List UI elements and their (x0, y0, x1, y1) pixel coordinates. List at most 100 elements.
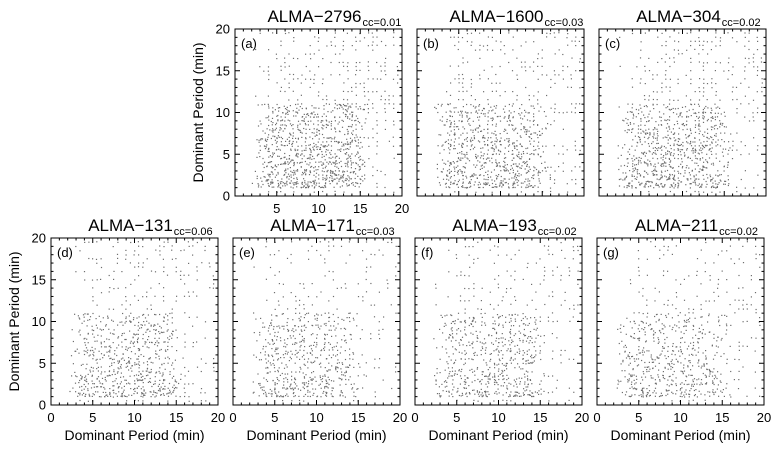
scatter-point (192, 245, 194, 247)
scatter-point (577, 304, 579, 306)
scatter-point (138, 371, 140, 373)
scatter-point (464, 383, 466, 385)
scatter-point (93, 386, 95, 388)
scatter-point (267, 117, 269, 119)
scatter-point (286, 324, 288, 327)
scatter-point (711, 78, 713, 80)
scatter-point (491, 119, 493, 122)
scatter-point (91, 279, 94, 281)
scatter-point (449, 115, 451, 117)
scatter-point (299, 131, 302, 133)
scatter-point (681, 106, 684, 108)
scatter-point (339, 131, 341, 133)
scatter-point (446, 178, 448, 180)
scatter-point (568, 358, 570, 360)
scatter-point (339, 384, 341, 386)
scatter-point (84, 279, 86, 281)
scatter-point (471, 174, 473, 176)
scatter-point (504, 53, 506, 55)
scatter-point (344, 328, 347, 330)
scatter-point (672, 133, 674, 135)
scatter-point (355, 49, 357, 51)
scatter-points (251, 32, 399, 193)
scatter-point (472, 120, 474, 122)
scatter-point (468, 123, 470, 125)
scatter-point (470, 323, 473, 325)
scatter-point (273, 186, 275, 188)
scatter-point (326, 392, 328, 394)
scatter-point (533, 154, 535, 156)
scatter-point (694, 151, 696, 153)
scatter-point (685, 124, 687, 126)
scatter-point (276, 82, 278, 84)
scatter-point (480, 308, 482, 310)
scatter-point (175, 300, 177, 302)
scatter-point (449, 163, 451, 165)
scatter-point (481, 167, 483, 169)
scatter-point (294, 337, 296, 340)
scatter-point (314, 318, 316, 320)
scatter-point (495, 137, 497, 139)
scatter-point (499, 120, 502, 122)
scatter-point (709, 174, 711, 176)
scatter-point (295, 155, 297, 157)
scatter-point (450, 82, 452, 84)
scatter-point (652, 136, 654, 138)
scatter-point (297, 126, 299, 128)
scatter-point (154, 396, 156, 398)
scatter-point (640, 78, 642, 80)
scatter-point (93, 383, 95, 385)
scatter-point (288, 110, 290, 112)
scatter-point (631, 185, 633, 187)
scatter-point (167, 341, 169, 343)
scatter-point (163, 341, 165, 343)
scatter-point (532, 120, 534, 122)
scatter-point (516, 57, 518, 59)
scatter-point (618, 106, 620, 108)
scatter-point (495, 134, 497, 136)
scatter-point (509, 119, 511, 121)
scatter-point (684, 172, 686, 174)
scatter-point (257, 125, 260, 127)
scatter-point (656, 128, 658, 130)
scatter-point (315, 172, 318, 174)
scatter-point (678, 53, 680, 55)
scatter-point (696, 115, 698, 118)
scatter-point (332, 349, 334, 351)
scatter-point (124, 395, 127, 397)
scatter-point (674, 40, 676, 42)
scatter-point (710, 126, 712, 128)
scatter-point (365, 291, 368, 293)
scatter-point (345, 262, 347, 264)
scatter-point (355, 86, 357, 88)
scatter-point (351, 45, 353, 47)
scatter-point (320, 144, 322, 146)
x-tick-label: 15 (351, 410, 365, 425)
scatter-point (183, 274, 185, 276)
scatter-point (640, 162, 642, 164)
scatter-point (494, 180, 496, 182)
scatter-point (263, 389, 265, 392)
scatter-point (705, 105, 707, 108)
scatter-point (373, 367, 376, 369)
scatter-point (317, 40, 319, 42)
scatter-point (273, 254, 276, 256)
scatter-point (148, 336, 150, 338)
scatter-point (316, 317, 318, 319)
scatter-point (276, 137, 278, 139)
scatter-point (515, 127, 517, 129)
scatter-point (149, 341, 151, 343)
scatter-point (711, 109, 713, 111)
scatter-point (84, 379, 86, 381)
scatter-point (698, 53, 700, 55)
scatter-point (292, 187, 294, 189)
scatter-point (263, 176, 265, 178)
scatter-point (325, 322, 327, 325)
scatter-point (454, 123, 456, 125)
scatter-point (491, 179, 493, 181)
scatter-point (740, 178, 742, 181)
scatter-point (376, 182, 378, 185)
scatter-point (300, 316, 302, 318)
scatter-point (501, 363, 503, 365)
scatter-point (123, 395, 125, 397)
